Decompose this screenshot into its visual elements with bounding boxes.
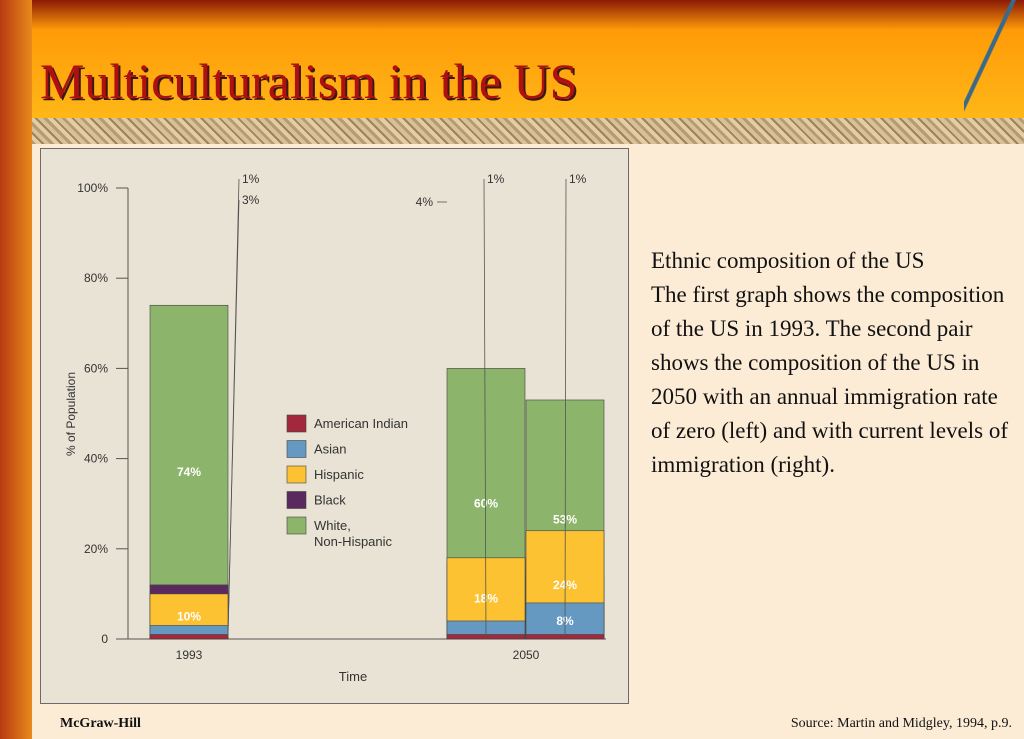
legend-swatch	[286, 491, 307, 509]
legend-swatch	[286, 414, 307, 433]
data-label: 74%	[177, 465, 201, 479]
data-label: 60%	[474, 497, 498, 511]
y-tick-label: 60%	[84, 361, 108, 375]
description: Ethnic composition of the US The first g…	[651, 244, 1011, 482]
callout-label: 1%	[242, 172, 260, 186]
x-tick-label: 1993	[176, 648, 203, 662]
x-tick-label: 2050	[513, 648, 540, 662]
description-heading: Ethnic composition of the US	[651, 248, 925, 273]
left-decorative-band	[0, 0, 32, 739]
callout-line	[483, 178, 487, 637]
stacked-bar-chart: 0 20% 40% 60% 80% 100% % of Population Time 74% 1…	[64, 172, 606, 684]
callout-label: 1%	[569, 172, 587, 186]
bar-segment	[149, 304, 229, 640]
legend-swatch	[286, 465, 307, 484]
texture-strip	[32, 118, 1024, 144]
callout-line	[227, 178, 240, 637]
legend-label: White, Non-Hispanic	[314, 518, 393, 549]
legend-label: Asian	[314, 442, 347, 457]
publisher-label: McGraw-Hill	[60, 716, 141, 731]
callout-line	[564, 178, 567, 637]
legend-swatch	[286, 440, 307, 458]
chart-panel: 0 20% 40% 60% 80% 100% % of Population Time 74% 1…	[40, 148, 629, 704]
callout-label: 3%	[242, 193, 260, 207]
callout-label: 4%	[416, 195, 434, 209]
y-tick-label: 20%	[84, 542, 108, 556]
bar-segment	[149, 634, 229, 640]
title-bar-accent	[964, 0, 1024, 122]
legend-label: Hispanic	[314, 467, 364, 482]
y-tick-label: 40%	[84, 452, 108, 466]
title-bar	[32, 0, 1024, 122]
slide-title: Multiculturalism in the US	[40, 53, 578, 109]
callout-label: 1%	[487, 172, 505, 186]
legend-label: Black	[314, 493, 346, 508]
data-label: 10%	[177, 609, 201, 623]
source-citation: Source: Martin and Midgley, 1994, p.9.	[790, 716, 1012, 731]
y-axis-label: % of Population	[64, 372, 78, 456]
x-axis-label: Time	[339, 669, 367, 684]
legend-label: American Indian	[314, 416, 408, 431]
description-body: The first graph shows the composition of…	[651, 282, 1008, 477]
legend-swatch	[286, 516, 307, 535]
y-tick-label: 0	[101, 632, 108, 646]
y-tick-label: 100%	[77, 181, 108, 195]
y-tick-label: 80%	[84, 271, 108, 285]
